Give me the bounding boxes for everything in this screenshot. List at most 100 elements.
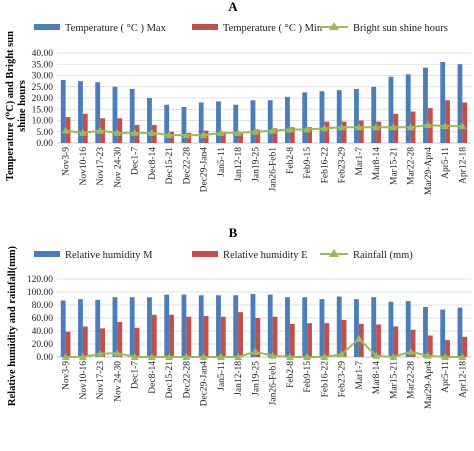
x-tick-label: Nov 24-30 [113,147,123,188]
y-tick-label: 5.00 [36,128,53,138]
chart-panel-B: B Relative humidity M Relative humidity E R… [7,225,471,409]
bar [198,102,204,143]
bar [423,67,428,143]
legend-swatch [34,24,60,30]
bar [285,297,290,357]
bar [147,297,152,357]
y-tick-label: 0.00 [36,139,53,149]
legend-swatch [192,24,218,30]
x-tick-label: Feb16-22 [320,147,330,184]
data-point [61,126,70,134]
data-point [130,128,139,136]
y-tick-label: 20.00 [32,340,54,350]
data-point [268,126,277,134]
data-point [285,125,294,133]
data-point [423,351,432,359]
x-tick-label: Apr5-11 [441,147,451,179]
y-axis-label: Relative humidity and rainfall(mm) [7,245,18,406]
x-tick-label: Dec29-Jan4 [200,361,210,407]
x-tick-label: Mar29-Apr4 [424,361,434,409]
bar [129,297,135,357]
y-tick-label: 40.00 [32,49,54,59]
legend-entry: Relative humidity E [223,250,308,261]
data-point [320,353,329,360]
y-tick-label: 15.00 [32,105,54,115]
data-point [285,353,294,360]
legend-entry: Temperature ( °C ) Max [65,23,167,34]
data-point [389,123,398,131]
bar [95,82,101,143]
bar [117,321,123,357]
bar [78,299,83,357]
y-tick-label: 100.00 [27,288,53,298]
bar [233,295,239,357]
x-tick-label: Mar1-7 [355,147,365,176]
bar [307,127,312,143]
data-point [423,121,432,128]
x-tick-label: Nov3-9 [62,147,72,176]
x-tick-label: Nov10-16 [79,361,89,400]
x-tick-label: Feb9-15 [303,147,313,179]
bar [100,328,105,357]
panel-label: B [229,225,238,240]
bar [151,314,157,357]
x-tick-label: Mar15-21 [389,361,399,399]
data-point [372,351,381,359]
bar [129,89,135,143]
bar [272,128,278,143]
data-point [113,349,122,357]
data-point [372,123,381,131]
y-tick-label: 35.00 [32,60,54,70]
bar [216,101,221,143]
bar [255,129,261,143]
x-tick-label: Dec22-28 [182,147,192,185]
bar [220,316,226,357]
bar [376,324,381,357]
x-tick-label: Jan5-11 [217,361,227,391]
x-tick-label: Feb2-8 [286,147,296,174]
bar [445,100,450,143]
x-tick-label: Mar22-28 [407,361,417,399]
bar [457,64,463,143]
data-point [199,131,208,139]
bar [267,100,273,143]
y-tick-label: 10.00 [32,117,54,127]
data-point [61,353,70,360]
y-tick-label: 60.00 [32,314,54,324]
bar [233,104,239,143]
x-tick-label: Jan12-18 [234,147,244,182]
bar [307,323,312,357]
legend-marker [329,22,339,30]
data-point [303,125,312,133]
bar [65,331,71,357]
bar [186,316,192,357]
bar [117,118,123,143]
bar [462,336,468,357]
bar [285,96,290,143]
bar [95,299,101,357]
bar [319,299,325,357]
bar [267,294,273,357]
data-point [96,126,105,134]
x-tick-label: Dec8-14 [148,147,158,180]
bar [341,121,347,143]
data-point [216,128,225,136]
x-tick-label: Apr12-18 [458,147,468,184]
x-tick-label: Feb9-15 [303,361,313,393]
bar [405,74,411,143]
x-tick-label: Nov17-23 [96,361,106,400]
data-point [354,123,363,131]
bar [82,326,88,357]
x-tick-label: Dec1-7 [131,147,141,175]
bar [112,86,118,143]
bar [272,316,278,357]
bar [112,297,118,357]
bar [289,127,295,143]
x-tick-label: Feb23-29 [338,147,348,184]
x-tick-label: Jan5-11 [217,147,227,177]
bar [60,80,66,143]
bar [216,295,221,357]
x-tick-label: Mar15-21 [389,147,399,185]
data-point [354,334,363,342]
data-point [406,123,415,131]
